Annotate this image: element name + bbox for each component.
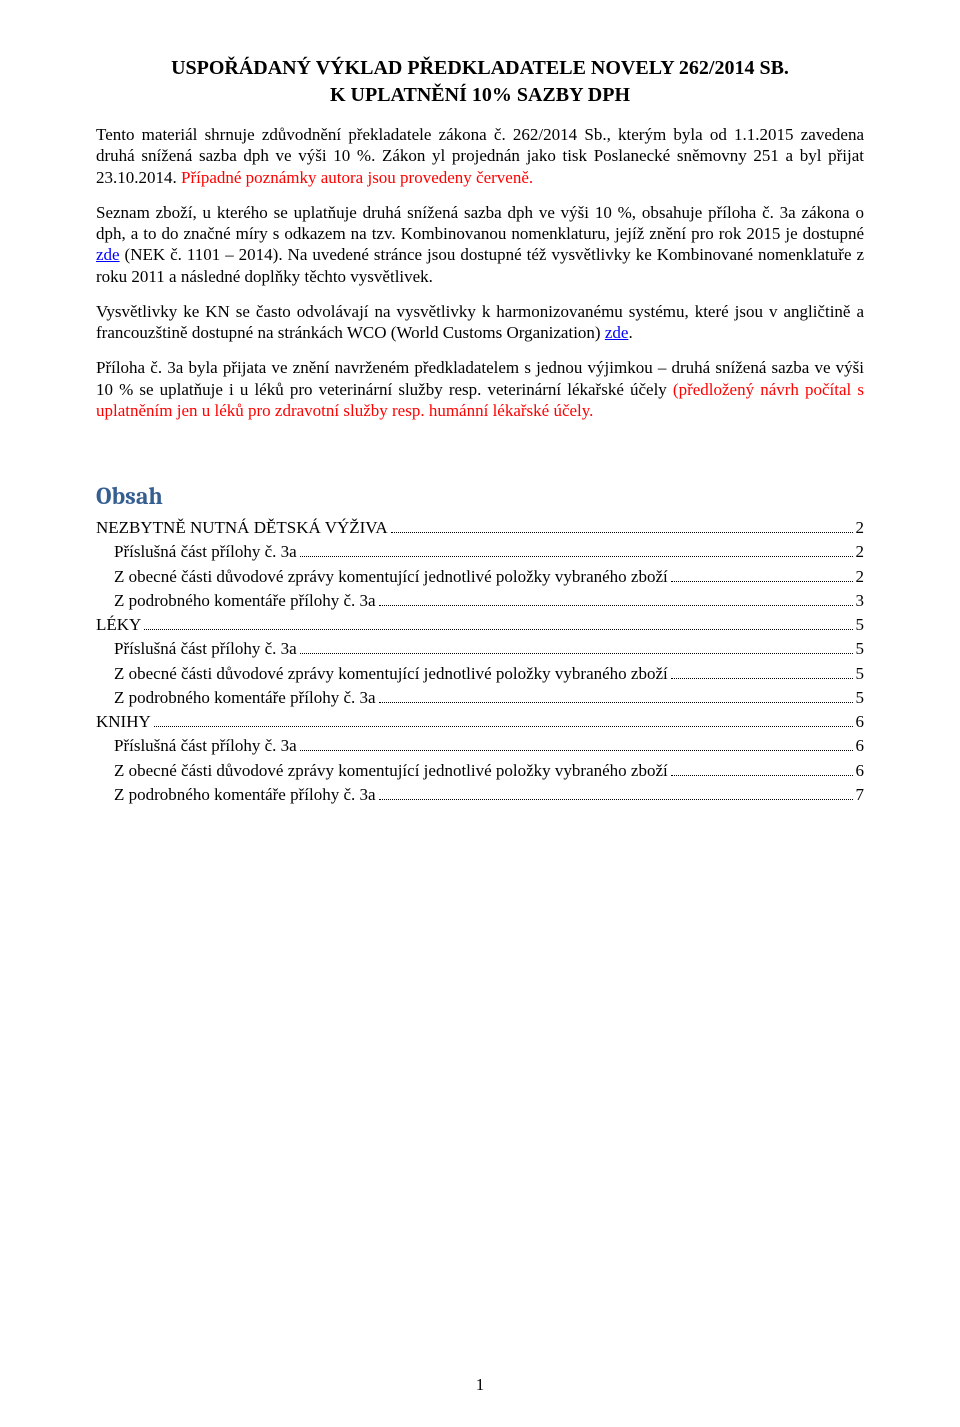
paragraph-2-text-a: Seznam zboží, u kterého se uplatňuje dru… <box>96 203 864 243</box>
toc-row[interactable]: Příslušná část přílohy č. 3a 5 <box>96 638 864 659</box>
toc-label: Z obecné části důvodové zprávy komentují… <box>114 566 668 587</box>
toc-label: NEZBYTNĚ NUTNÁ DĚTSKÁ VÝŽIVA <box>96 517 388 538</box>
toc-leader-dots <box>671 663 853 678</box>
toc-leader-dots <box>379 590 853 605</box>
toc-row[interactable]: LÉKY 5 <box>96 614 864 635</box>
toc-leader-dots <box>300 639 853 654</box>
toc-label: Z podrobného komentáře přílohy č. 3a <box>114 687 376 708</box>
toc-leader-dots <box>300 542 853 557</box>
toc-page-number: 6 <box>856 760 865 781</box>
toc-page-number: 7 <box>856 784 865 805</box>
toc-row[interactable]: KNIHY 6 <box>96 711 864 732</box>
toc-leader-dots <box>671 760 853 775</box>
toc-label: KNIHY <box>96 711 151 732</box>
paragraph-3-text-a: Vysvětlivky ke KN se často odvolávají na… <box>96 302 864 342</box>
toc-label: Příslušná část přílohy č. 3a <box>114 638 297 659</box>
toc-row[interactable]: NEZBYTNĚ NUTNÁ DĚTSKÁ VÝŽIVA 2 <box>96 517 864 538</box>
toc-page-number: 2 <box>856 517 865 538</box>
toc-page-number: 2 <box>856 566 865 587</box>
document-title: USPOŘÁDANÝ VÝKLAD PŘEDKLADATELE NOVELY 2… <box>96 56 864 81</box>
document-subtitle: K UPLATNĚNÍ 10% SAZBY DPH <box>96 83 864 108</box>
toc-page-number: 5 <box>856 663 865 684</box>
page-number: 1 <box>0 1374 960 1395</box>
toc-row[interactable]: Z podrobného komentáře přílohy č. 3a 3 <box>96 590 864 611</box>
toc-leader-dots <box>379 784 853 799</box>
toc-heading: Obsah <box>96 481 864 511</box>
toc-leader-dots <box>144 615 852 630</box>
link-zde-2[interactable]: zde <box>605 323 629 342</box>
toc-label: Příslušná část přílohy č. 3a <box>114 735 297 756</box>
toc-leader-dots <box>671 566 853 581</box>
paragraph-2-text-b: (NEK č. 1101 – 2014). Na uvedené stránce… <box>96 245 864 285</box>
toc-row[interactable]: Z obecné části důvodové zprávy komentují… <box>96 760 864 781</box>
toc-row[interactable]: Z obecné části důvodové zprávy komentují… <box>96 566 864 587</box>
toc-page-number: 2 <box>856 541 865 562</box>
toc-row[interactable]: Z podrobného komentáře přílohy č. 3a 7 <box>96 784 864 805</box>
page: USPOŘÁDANÝ VÝKLAD PŘEDKLADATELE NOVELY 2… <box>0 0 960 1427</box>
toc-label: Z obecné části důvodové zprávy komentují… <box>114 663 668 684</box>
toc-label: Z obecné části důvodové zprávy komentují… <box>114 760 668 781</box>
toc-row[interactable]: Z podrobného komentáře přílohy č. 3a 5 <box>96 687 864 708</box>
table-of-contents: NEZBYTNĚ NUTNÁ DĚTSKÁ VÝŽIVA2Příslušná č… <box>96 517 864 805</box>
toc-page-number: 6 <box>856 711 865 732</box>
toc-page-number: 5 <box>856 638 865 659</box>
paragraph-3-text-b: . <box>628 323 632 342</box>
paragraph-1: Tento materiál shrnuje zdůvodnění překla… <box>96 124 864 188</box>
toc-label: Příslušná část přílohy č. 3a <box>114 541 297 562</box>
toc-label: Z podrobného komentáře přílohy č. 3a <box>114 784 376 805</box>
paragraph-3: Vysvětlivky ke KN se často odvolávají na… <box>96 301 864 344</box>
toc-row[interactable]: Příslušná část přílohy č. 3a 6 <box>96 735 864 756</box>
toc-page-number: 5 <box>856 687 865 708</box>
toc-page-number: 3 <box>856 590 865 611</box>
toc-leader-dots <box>300 736 853 751</box>
toc-label: Z podrobného komentáře přílohy č. 3a <box>114 590 376 611</box>
toc-page-number: 5 <box>856 614 865 635</box>
link-zde-1[interactable]: zde <box>96 245 120 264</box>
toc-row[interactable]: Z obecné části důvodové zprávy komentují… <box>96 663 864 684</box>
paragraph-1-note: Případné poznámky autora jsou provedeny … <box>181 168 533 187</box>
toc-leader-dots <box>379 687 853 702</box>
toc-page-number: 6 <box>856 735 865 756</box>
toc-label: LÉKY <box>96 614 141 635</box>
toc-leader-dots <box>154 712 853 727</box>
toc-leader-dots <box>391 518 853 533</box>
paragraph-2: Seznam zboží, u kterého se uplatňuje dru… <box>96 202 864 287</box>
toc-row[interactable]: Příslušná část přílohy č. 3a 2 <box>96 541 864 562</box>
paragraph-4: Příloha č. 3a byla přijata ve znění navr… <box>96 357 864 421</box>
